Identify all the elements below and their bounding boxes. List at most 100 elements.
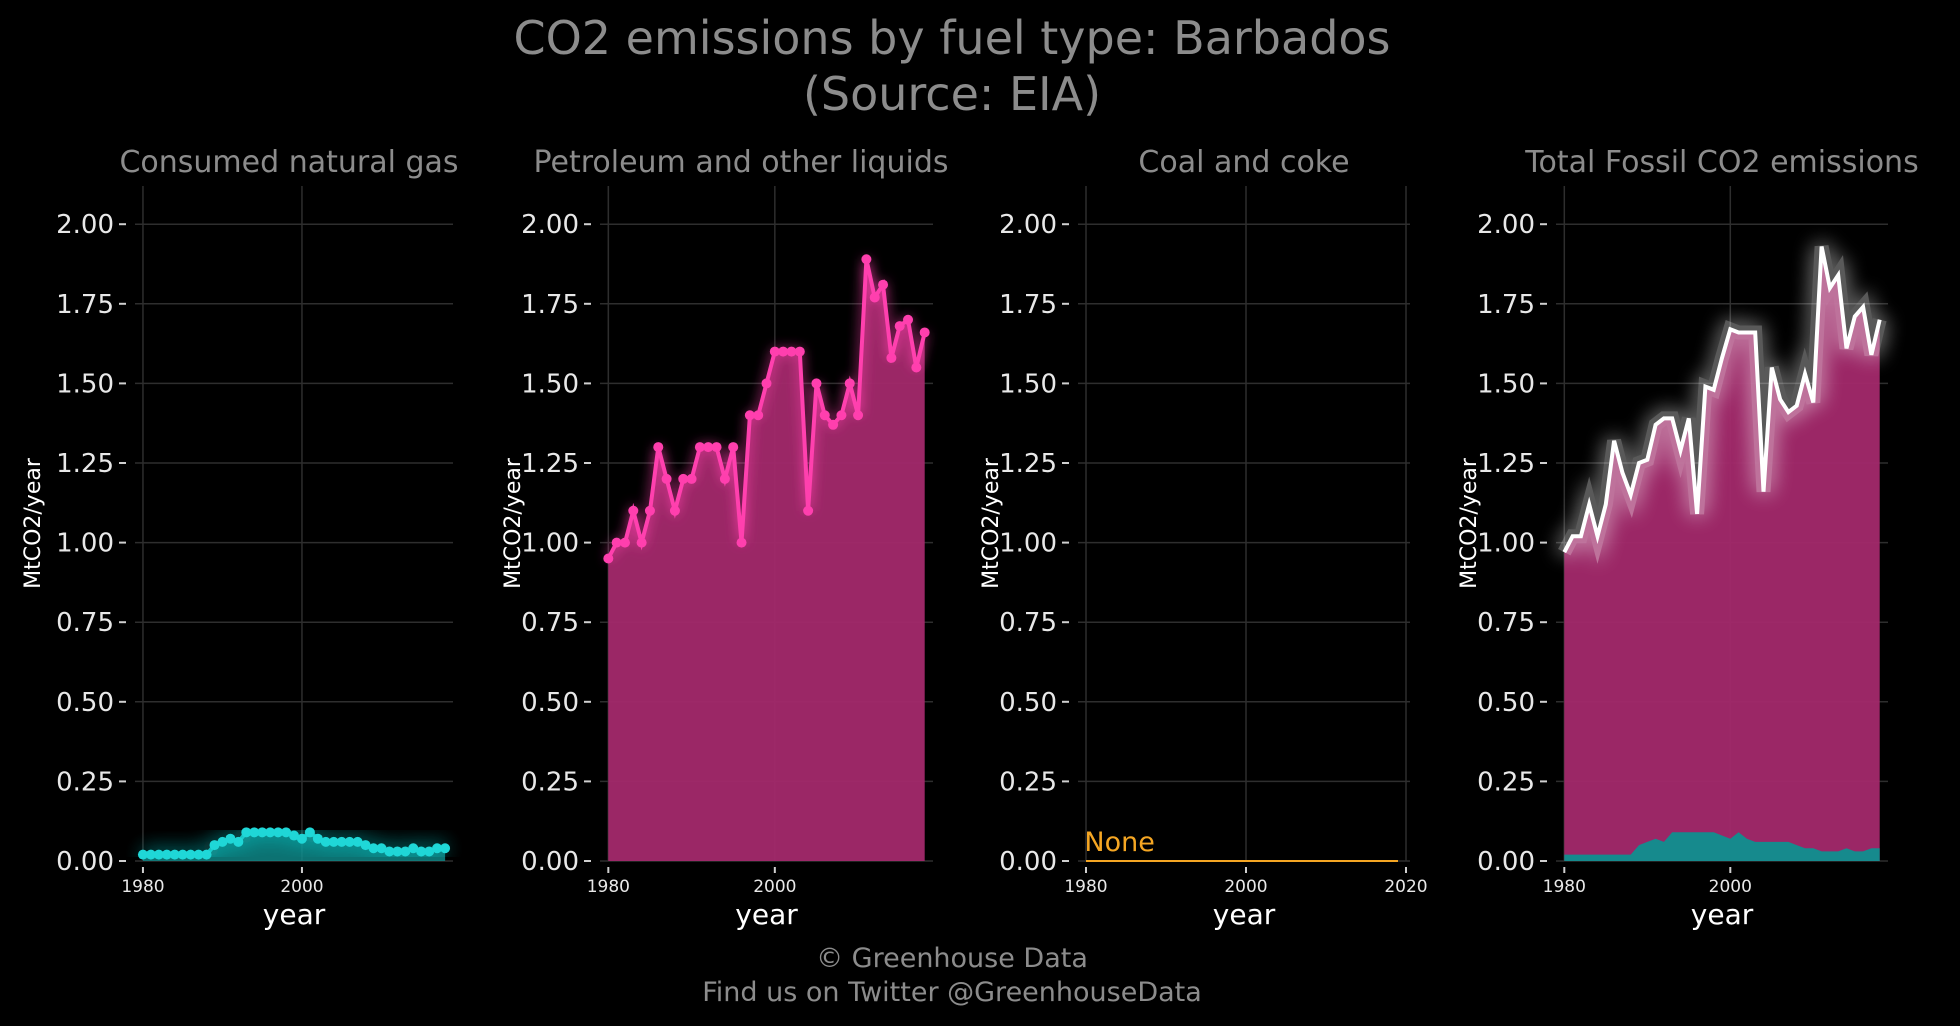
ytick-label: 1.00 — [1477, 529, 1535, 559]
data-point — [794, 346, 805, 357]
ytick-label: 0.00 — [1477, 847, 1535, 877]
ytick-label: 0.50 — [56, 688, 114, 718]
series-area — [142, 832, 446, 861]
xtick-label: 2000 — [753, 877, 796, 897]
ytick-label: 0.75 — [1477, 608, 1535, 638]
data-point — [161, 849, 172, 860]
data-point — [201, 849, 212, 860]
xtick-label: 2000 — [1709, 877, 1752, 897]
ytick-label: 1.00 — [999, 529, 1057, 559]
footer: © Greenhouse Data Find us on Twitter @Gr… — [0, 942, 1904, 1010]
data-point — [736, 537, 747, 548]
ytick-label: 1.50 — [56, 369, 114, 399]
chart-title-line1: CO2 emissions by fuel type: Barbados — [513, 11, 1391, 65]
data-point — [241, 827, 252, 838]
data-point — [653, 442, 664, 453]
ytick-label: 0.50 — [521, 688, 579, 718]
data-point — [861, 254, 872, 265]
chart-title-line2: (Source: EIA) — [802, 67, 1102, 121]
xtick-label: 2000 — [280, 877, 323, 897]
none-annotation: None — [1084, 827, 1154, 858]
data-point — [137, 849, 148, 860]
ytick-label: 1.50 — [1477, 369, 1535, 399]
data-point — [711, 442, 722, 453]
data-point — [289, 830, 299, 841]
data-point — [719, 473, 730, 484]
ytick-label: 0.50 — [1477, 688, 1535, 718]
data-point — [376, 843, 387, 854]
xtick-label: 1980 — [1543, 877, 1586, 897]
ytick-label: 0.00 — [999, 847, 1057, 877]
data-point — [432, 843, 443, 854]
data-point — [177, 849, 188, 860]
ytick-label: 2.00 — [56, 210, 114, 240]
ytick-label: 2.00 — [521, 210, 579, 240]
data-point — [384, 846, 395, 857]
ytick-label: 1.00 — [521, 529, 579, 559]
y-axis-label: MtCO2/year — [1457, 457, 1482, 589]
data-point — [185, 849, 196, 860]
ytick-label: 1.00 — [56, 529, 114, 559]
xtick-label: 2000 — [1224, 877, 1267, 897]
data-point — [424, 846, 435, 857]
data-point — [878, 279, 889, 290]
data-point — [619, 537, 630, 548]
data-point — [273, 827, 284, 838]
data-point — [304, 827, 315, 838]
panel-4: Total Fossil CO2 emissions 0.00 0.25 0.50 0.… — [1457, 145, 1919, 931]
series-area-gas — [1564, 832, 1880, 861]
data-point — [296, 833, 307, 844]
data-point — [225, 833, 236, 844]
data-point — [603, 553, 614, 564]
panel-title: Petroleum and other liquids — [533, 145, 948, 180]
ytick-label: 0.75 — [999, 608, 1057, 638]
ytick-label: 1.75 — [521, 290, 579, 320]
data-point — [344, 836, 355, 847]
data-point — [644, 505, 655, 516]
panel-1: Consumed natural gas 0.00 0.25 0.50 0.75 1.00… — [21, 145, 459, 931]
data-point — [769, 346, 780, 357]
ytick-label: 0.75 — [56, 608, 114, 638]
data-point — [636, 537, 647, 548]
data-point — [368, 843, 379, 854]
footer-copyright: © Greenhouse Data — [816, 943, 1088, 974]
y-axis-label: MtCO2/year — [979, 457, 1004, 589]
ytick-label: 1.25 — [521, 449, 579, 479]
ytick-label: 1.50 — [521, 369, 579, 399]
data-point — [828, 419, 839, 430]
data-point — [786, 346, 797, 357]
panel-2: Petroleum and other liquids 0.00 0.25 0.50 0… — [501, 145, 949, 931]
data-point — [811, 378, 822, 389]
panel-title: Coal and coke — [1138, 145, 1349, 180]
data-point — [661, 473, 672, 484]
data-point — [628, 505, 639, 516]
panel-title: Consumed natural gas — [119, 145, 458, 180]
data-point — [761, 378, 772, 389]
chart-title: CO2 emissions by fuel type: Barbados (So… — [0, 10, 1904, 122]
data-point — [753, 410, 764, 421]
data-point — [678, 473, 689, 484]
ytick-label: 1.50 — [999, 369, 1057, 399]
data-point — [145, 849, 156, 860]
data-point — [778, 346, 789, 357]
data-point — [312, 833, 323, 844]
data-point — [744, 410, 755, 421]
ytick-label: 2.00 — [1477, 210, 1535, 240]
ytick-label: 1.25 — [1477, 449, 1535, 479]
data-point — [153, 849, 164, 860]
data-point — [911, 362, 922, 373]
data-point — [703, 442, 714, 453]
data-point — [360, 840, 371, 851]
data-point — [336, 836, 347, 847]
ytick-label: 0.00 — [521, 847, 579, 877]
data-point — [265, 827, 276, 838]
data-point — [193, 849, 204, 860]
panel-3: Coal and coke 0.00 0.25 0.50 0.75 1.00 1.25 1.5… — [979, 145, 1428, 931]
data-point — [903, 314, 914, 325]
data-point — [408, 843, 419, 854]
ytick-label: 1.75 — [56, 290, 114, 320]
y-axis-label: MtCO2/year — [21, 457, 46, 589]
data-point — [320, 836, 331, 847]
x-axis-label: year — [1213, 898, 1276, 931]
